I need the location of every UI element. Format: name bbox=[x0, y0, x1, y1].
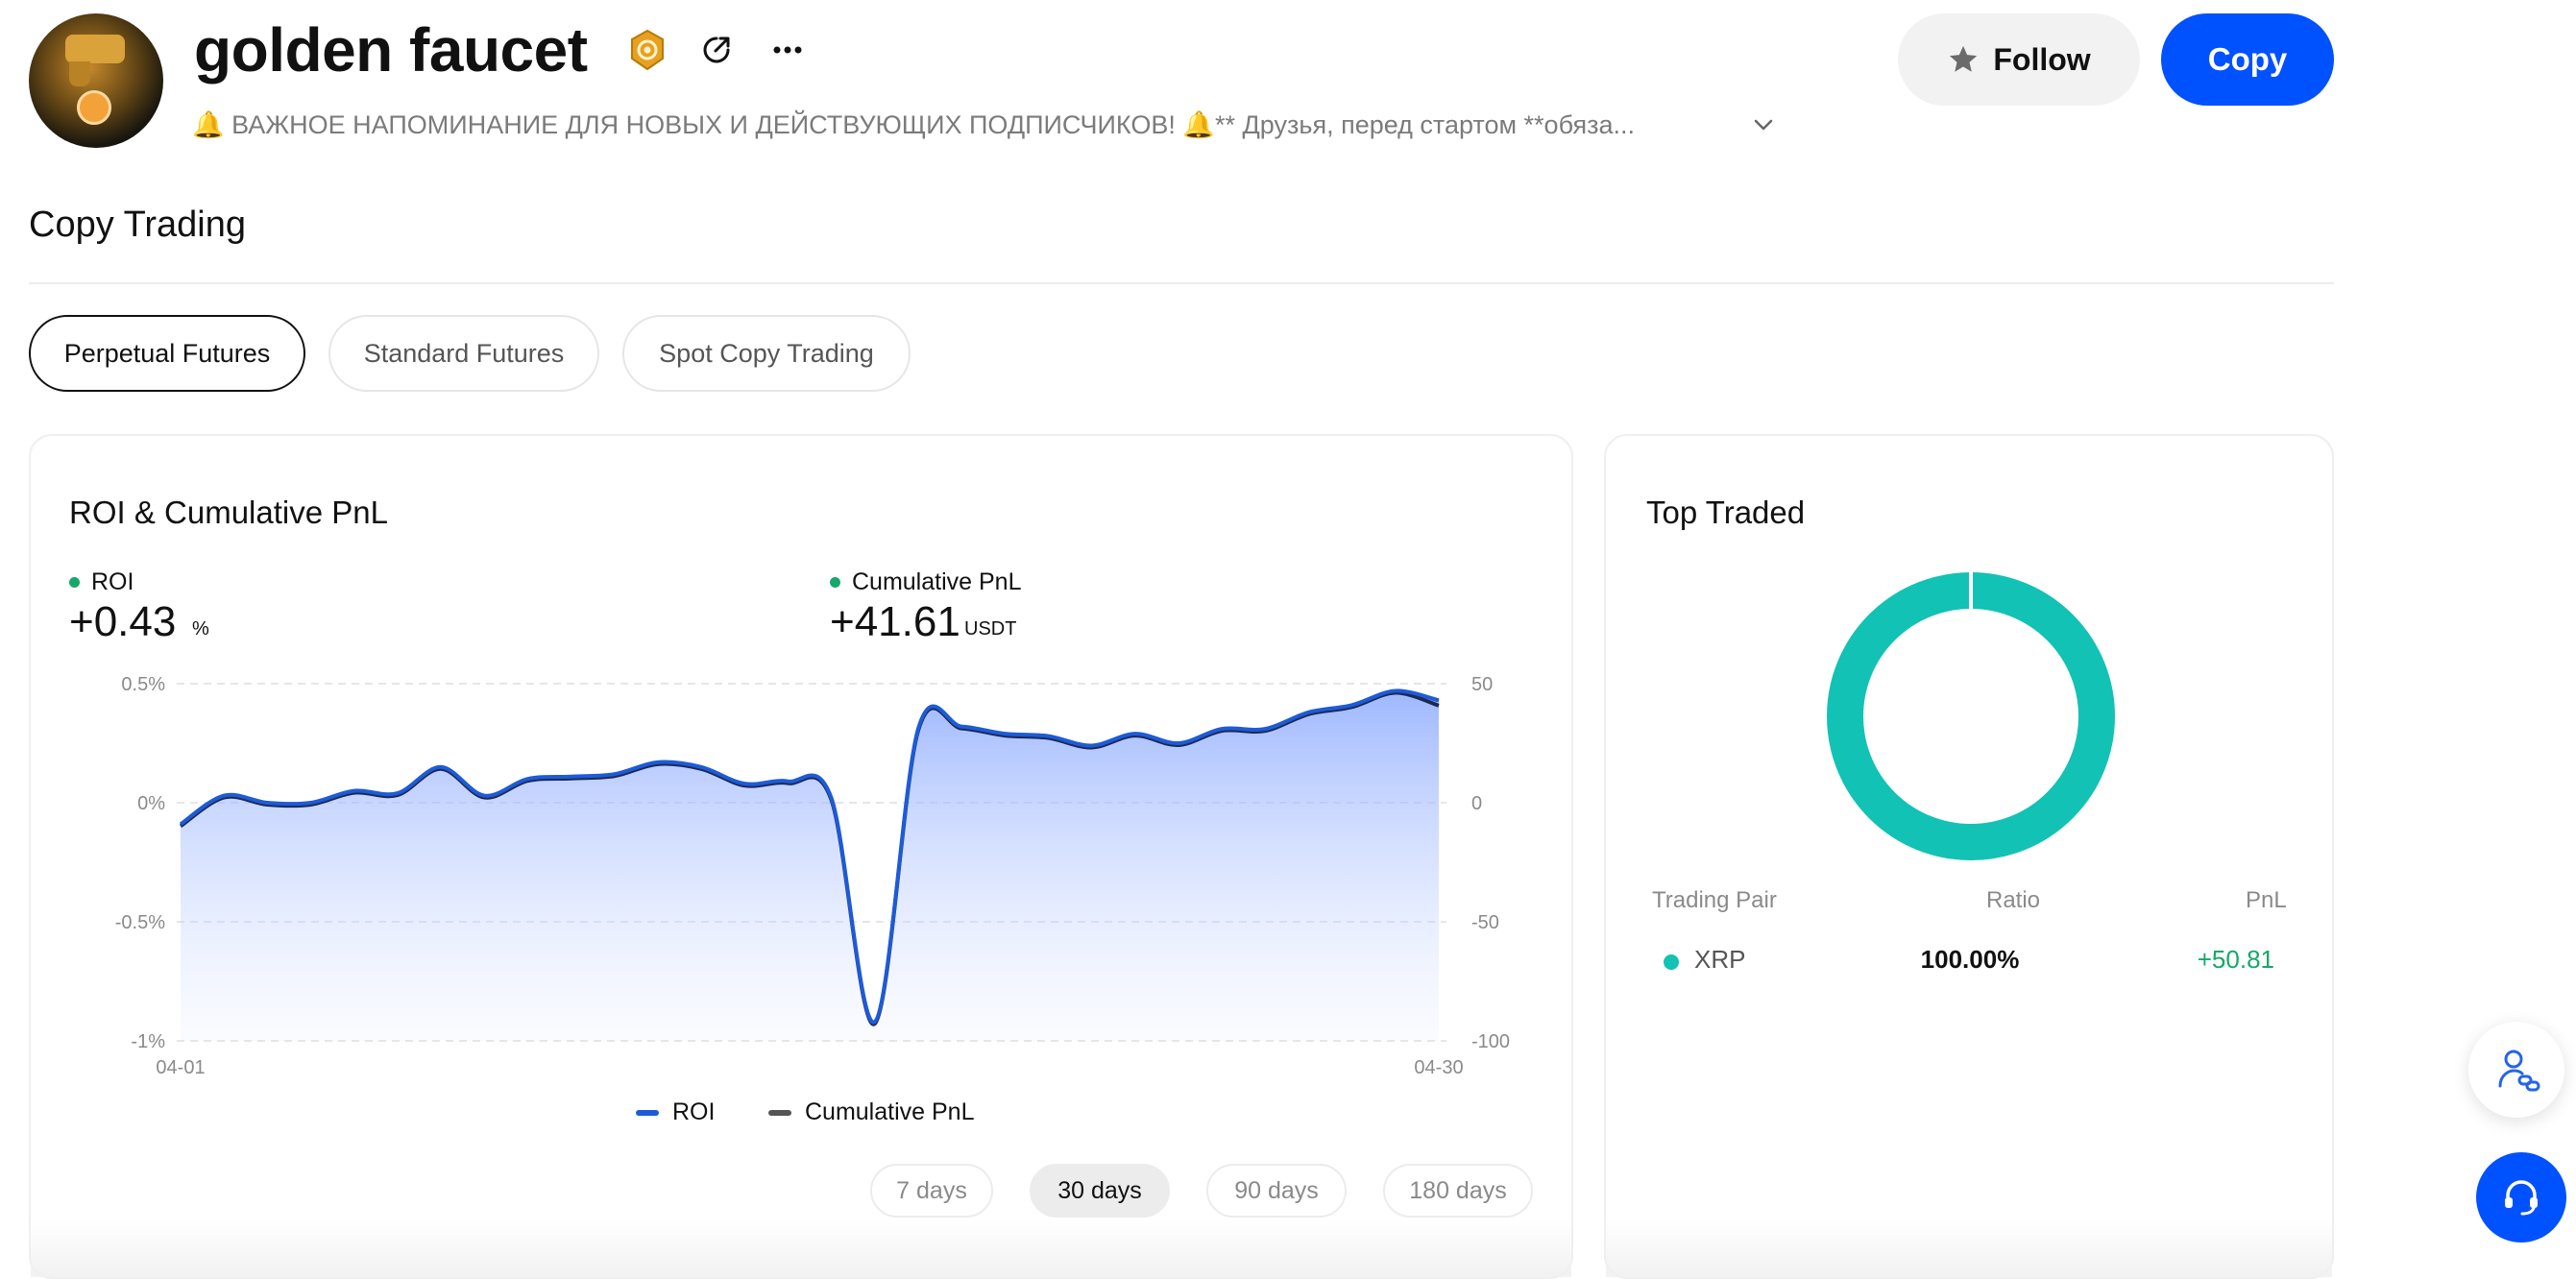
pnl-label-text: Cumulative PnL bbox=[852, 568, 1022, 595]
tab-perpetual-futures[interactable]: Perpetual Futures bbox=[29, 315, 305, 392]
right-axis-tick: 50 bbox=[1471, 674, 1493, 695]
range-7-days[interactable]: 7 days bbox=[870, 1164, 993, 1218]
pnl-dot-icon bbox=[830, 577, 840, 588]
pnl-value: +41.61 bbox=[830, 598, 960, 645]
trader-bio: 🔔 ВАЖНОЕ НАПОМИНАНИЕ ДЛЯ НОВЫХ И ДЕЙСТВУ… bbox=[192, 110, 1635, 139]
roi-unit: % bbox=[192, 618, 209, 640]
x-axis-end-label: 04-30 bbox=[1414, 1057, 1463, 1078]
tab-standard-futures[interactable]: Standard Futures bbox=[328, 315, 599, 392]
follow-label: Follow bbox=[1993, 41, 2091, 77]
avatar[interactable] bbox=[29, 13, 163, 148]
col-ratio: Ratio bbox=[1986, 887, 2041, 913]
roi-dot-icon bbox=[69, 577, 80, 588]
top-traded-card: Top Traded bbox=[1604, 434, 2334, 1279]
headset-icon bbox=[2505, 1180, 2538, 1216]
roi-label-text: ROI bbox=[91, 568, 134, 595]
tab-spot-copy-trading[interactable]: Spot Copy Trading bbox=[622, 315, 911, 392]
left-axis-tick: 0.5% bbox=[121, 674, 165, 695]
ratio-donut-chart bbox=[1827, 572, 2115, 860]
bottom-fade bbox=[1606, 1219, 2332, 1277]
more-icon[interactable] bbox=[766, 29, 809, 71]
copy-button[interactable]: Copy bbox=[2161, 13, 2334, 106]
faucet-graphic bbox=[65, 35, 125, 63]
roi-area-fill bbox=[181, 690, 1439, 1041]
roi-label: ROI bbox=[69, 568, 134, 596]
right-axis-tick: -100 bbox=[1471, 1031, 1510, 1052]
range-90-days[interactable]: 90 days bbox=[1206, 1164, 1347, 1218]
row-pnl-xrp: +50.81 bbox=[2197, 945, 2274, 974]
row-pair-xrp: XRP bbox=[1694, 945, 1746, 974]
range-30-days[interactable]: 30 days bbox=[1030, 1164, 1170, 1218]
roi-pnl-chart[interactable]: 0.5% 50 0% 0 -0.5% -50 -1% -100 04-01 04-30 bbox=[31, 436, 1571, 1277]
verified-badge-icon bbox=[631, 29, 664, 71]
donut-slice-xrp bbox=[1827, 572, 2115, 860]
coin-graphic bbox=[77, 90, 111, 125]
col-pnl: PnL bbox=[2246, 887, 2287, 913]
range-180-days[interactable]: 180 days bbox=[1383, 1164, 1533, 1218]
top-traded-title: Top Traded bbox=[1646, 495, 1806, 530]
divider bbox=[29, 282, 2334, 284]
section-title: Copy Trading bbox=[29, 205, 247, 245]
roi-card-title: ROI & Cumulative PnL bbox=[69, 495, 388, 530]
left-axis-tick: -1% bbox=[131, 1031, 165, 1052]
legend-pnl: Cumulative PnL bbox=[768, 1098, 974, 1126]
contact-button[interactable] bbox=[2468, 1022, 2564, 1118]
chevron-down-icon[interactable] bbox=[1746, 109, 1781, 140]
roi-pnl-card: ROI & Cumulative PnL ROI +0.43 % Cumulat… bbox=[29, 434, 1573, 1279]
xrp-color-dot-icon bbox=[1664, 954, 1679, 970]
right-axis-tick: -50 bbox=[1471, 912, 1499, 933]
roi-value: +0.43 bbox=[69, 598, 177, 645]
share-icon[interactable] bbox=[695, 29, 738, 71]
col-trading-pair: Trading Pair bbox=[1652, 887, 1777, 913]
star-icon bbox=[1950, 45, 1978, 72]
follow-button[interactable]: Follow bbox=[1898, 13, 2140, 106]
people-link-icon bbox=[2498, 1050, 2540, 1092]
left-axis-tick: 0% bbox=[137, 793, 165, 814]
pnl-label: Cumulative PnL bbox=[830, 568, 1021, 596]
pnl-unit: USDT bbox=[964, 618, 1017, 640]
support-button[interactable] bbox=[2476, 1152, 2566, 1243]
x-axis-start-label: 04-01 bbox=[156, 1057, 205, 1078]
legend-pnl-swatch bbox=[768, 1109, 791, 1116]
trader-name: golden faucet bbox=[194, 15, 588, 84]
legend-roi-swatch bbox=[636, 1109, 659, 1116]
right-axis-tick: 0 bbox=[1471, 793, 1482, 814]
legend-pnl-label: Cumulative PnL bbox=[805, 1098, 975, 1125]
row-ratio-xrp: 100.00% bbox=[1920, 945, 2020, 974]
legend-roi: ROI bbox=[636, 1098, 715, 1126]
faucet-spout-graphic bbox=[69, 61, 90, 86]
legend-roi-label: ROI bbox=[672, 1098, 716, 1125]
roi-series-line bbox=[179, 688, 1440, 1025]
left-axis-tick: -0.5% bbox=[115, 912, 165, 933]
